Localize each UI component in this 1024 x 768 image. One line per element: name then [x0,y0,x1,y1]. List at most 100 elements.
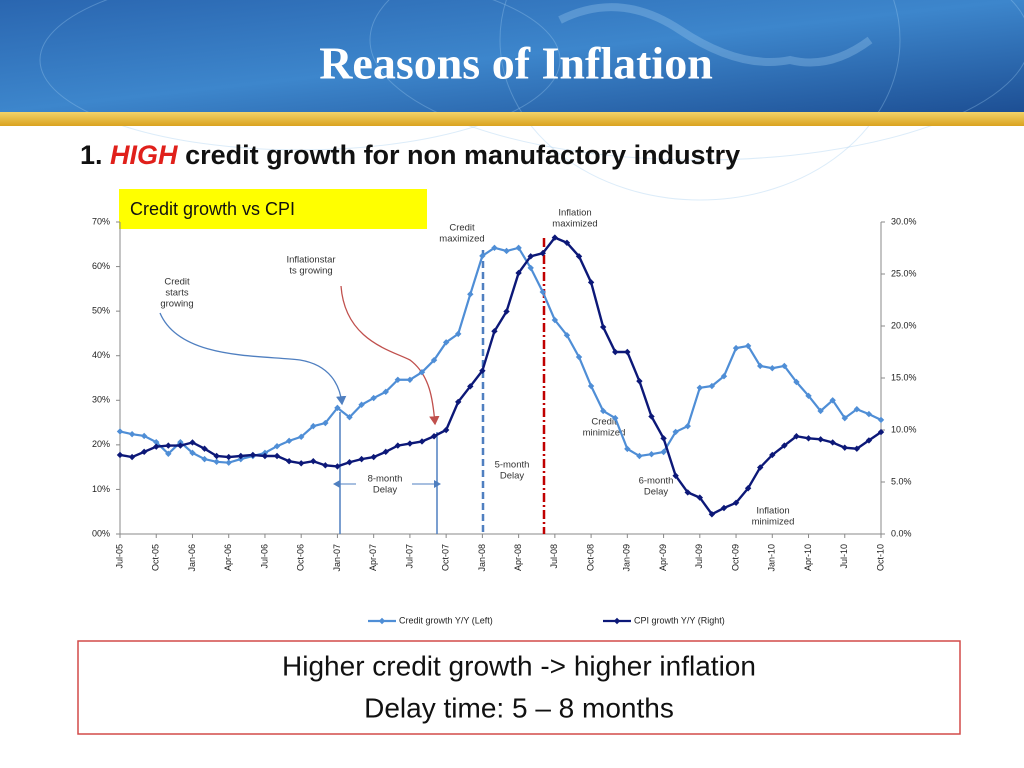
data-point [624,445,631,453]
series-line [119,236,882,516]
data-point [732,499,740,506]
data-point [346,414,353,421]
data-point [805,392,812,400]
annotation: 5-month [495,460,530,471]
data-point [539,288,546,296]
data-point [757,362,764,370]
data-point [201,445,208,452]
subtitle-highlight: HIGH [110,140,178,170]
data-point [539,250,546,257]
y2-tick-label: 25.0% [891,268,917,278]
header-stripe [0,112,1024,126]
data-point [708,382,716,390]
y-tick-label: 40% [92,350,110,360]
data-point [672,472,679,479]
data-point [406,440,414,447]
data-point [817,407,824,415]
data-point [285,458,293,465]
data-point [817,436,824,443]
annotation: 8-month [368,474,403,485]
data-point [877,416,885,424]
header-globe [39,0,1024,201]
data-point [370,453,377,461]
data-point [599,407,607,415]
subtitle-rest: credit growth for non manufactory indust… [185,140,740,170]
data-point [877,428,885,436]
data-point [829,439,836,446]
data-point [612,414,619,422]
data-point [358,401,365,408]
data-point [334,463,341,470]
data-point [116,428,124,435]
data-point [720,373,728,380]
data-point [116,451,124,459]
x-tick-label: Oct-07 [441,544,451,571]
data-point [781,362,788,370]
x-tick-label: Jul-06 [259,544,269,569]
slide-title: Reasons of Inflation [319,38,713,89]
conclusion-line: Delay time: 5 – 8 months [364,692,674,723]
data-point [660,435,667,442]
data-point [165,450,172,457]
data-point [865,410,873,418]
data-point [237,452,244,460]
data-point [575,353,583,361]
y-tick-label: 00% [92,528,110,538]
y2-tick-label: 15.0% [891,372,917,382]
x-tick-label: Oct-06 [296,544,306,571]
data-point [841,414,848,422]
x-tick-label: Jul-09 [694,544,704,569]
data-point [648,413,655,420]
x-tick-label: Apr-10 [803,544,813,571]
data-point [769,364,776,372]
data-point [370,394,377,402]
data-point [527,253,534,260]
data-point [829,397,836,404]
data-point [418,369,426,376]
data-point [515,244,522,252]
data-point [587,382,595,390]
data-point [793,378,800,386]
x-tick-label: Jan-09 [622,544,632,572]
data-point [140,448,148,456]
data-point [636,377,643,385]
legend-marker [378,617,386,625]
data-point [853,406,861,413]
data-point [503,247,510,255]
data-point [467,291,474,298]
data-point [310,422,317,430]
data-point [841,444,848,451]
x-tick-label: Oct-08 [585,544,595,571]
x-tick-label: Jul-05 [114,544,124,569]
data-point [442,339,450,346]
annotation: minimized [752,517,795,528]
conclusion-line: Higher credit growth -> higher inflation [282,650,756,681]
data-point [153,438,160,446]
data-point [310,458,317,465]
data-point [853,445,861,452]
y2-tick-label: 5.0% [891,476,912,486]
data-point [322,419,329,427]
data-point [128,430,136,438]
data-point [273,452,281,460]
x-tick-label: Oct-09 [730,544,740,571]
legend-label: Credit growth Y/Y (Left) [399,615,493,625]
data-point [467,383,474,390]
subtitle-number: 1. [80,140,103,170]
data-point [551,316,559,324]
data-point [865,437,873,444]
y2-tick-label: 0.0% [891,528,912,538]
annotation: Inflation [756,506,789,517]
data-point [394,376,402,383]
annotation: Inflation [558,208,591,219]
data-point [563,239,571,246]
x-tick-label: Jan-08 [477,544,487,572]
annotation: Delay [373,485,398,496]
data-point [479,367,486,374]
chart-title: Credit growth vs CPI [130,199,295,219]
data-point [648,451,655,458]
data-point [455,398,462,406]
data-point [382,388,389,396]
data-point [382,448,389,456]
